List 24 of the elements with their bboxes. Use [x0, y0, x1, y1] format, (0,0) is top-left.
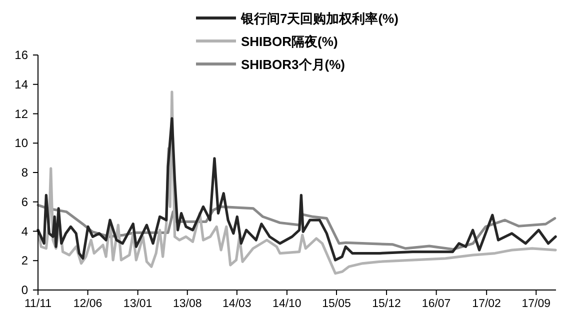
x-tick-label: 17/02 [472, 298, 501, 310]
line-series [36, 117, 557, 262]
x-tick-label: 16/07 [422, 298, 451, 310]
x-tick-label: 15/12 [372, 298, 401, 310]
y-tick-label: 4 [21, 224, 28, 238]
y-tick-label: 2 [21, 254, 28, 268]
x-tick-label: 14/10 [272, 298, 302, 310]
x-tick-label: 13/08 [172, 298, 202, 310]
legend-label: 银行间7天回购加权利率(%) [240, 11, 398, 26]
y-tick-label: 14 [14, 77, 28, 92]
x-tick-label: 11/11 [24, 298, 52, 310]
x-tick-label: 13/01 [123, 298, 152, 310]
x-tick-label: 12/06 [73, 298, 102, 310]
legend-label: SHIBOR3个月(%) [241, 57, 346, 72]
y-tick-label: 10 [14, 136, 28, 150]
y-tick-label: 8 [21, 166, 28, 180]
y-tick-label: 16 [14, 48, 28, 62]
x-tick-label: 15/05 [322, 298, 351, 310]
legend-label: SHIBOR隔夜(%) [241, 34, 338, 49]
x-tick-label: 17/09 [522, 298, 551, 310]
y-tick-label: 12 [14, 106, 28, 121]
x-tick-label: 14/03 [222, 298, 252, 310]
y-tick-label: 6 [21, 194, 28, 209]
y-tick-label: 0 [21, 283, 28, 297]
